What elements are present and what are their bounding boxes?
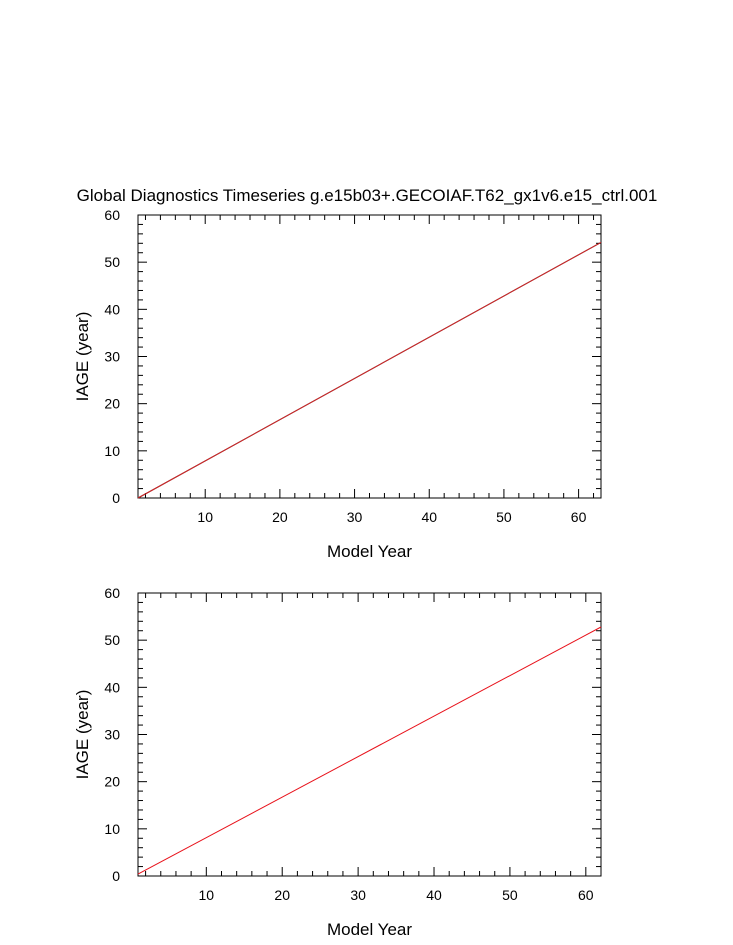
x-tick-label: 40 <box>426 887 442 903</box>
x-tick-label: 20 <box>274 887 290 903</box>
y-tick-label: 40 <box>104 301 120 317</box>
y-tick-label: 0 <box>112 490 120 506</box>
x-tick-label: 30 <box>347 509 363 525</box>
plot-frame <box>137 592 602 877</box>
plot-frame <box>137 214 602 499</box>
y-tick-label: 30 <box>104 349 120 365</box>
x-tick-label: 40 <box>421 509 437 525</box>
y-axis-label: IAGE (year) <box>73 690 92 780</box>
x-tick-label: 20 <box>272 509 288 525</box>
chart-panel-top: 10 20 30 40 50 60 0 10 20 30 40 50 60 Model Year IAGE … <box>73 207 602 561</box>
y-tick-label: 20 <box>104 774 120 790</box>
y-tick-label: 20 <box>104 396 120 412</box>
x-tick-label: 10 <box>199 887 215 903</box>
x-tick-label: 50 <box>502 887 518 903</box>
x-axis-label: Model Year <box>327 542 412 561</box>
y-tick-label: 10 <box>104 443 120 459</box>
y-tick-label: 60 <box>104 207 120 223</box>
x-tick-label: 50 <box>496 509 512 525</box>
chart-panel-bottom: 10 20 30 40 50 60 0 10 20 30 40 50 60 Model Year IAGE … <box>73 585 602 939</box>
y-tick-label: 30 <box>104 727 120 743</box>
y-axis-label: IAGE (year) <box>73 312 92 402</box>
x-tick-label: 10 <box>197 509 213 525</box>
x-tick-label: 30 <box>350 887 366 903</box>
y-tick-label: 50 <box>104 254 120 270</box>
y-tick-label: 50 <box>104 632 120 648</box>
series-line <box>137 626 602 875</box>
series-line <box>137 241 602 499</box>
x-tick-label: 60 <box>578 887 594 903</box>
y-tick-label: 10 <box>104 821 120 837</box>
y-tick-label: 40 <box>104 679 120 695</box>
y-tick-label: 0 <box>112 868 120 884</box>
figure-title: Global Diagnostics Timeseries g.e15b03+.… <box>77 186 658 205</box>
y-tick-label: 60 <box>104 585 120 601</box>
x-tick-label: 60 <box>571 509 587 525</box>
x-axis-label: Model Year <box>327 920 412 939</box>
